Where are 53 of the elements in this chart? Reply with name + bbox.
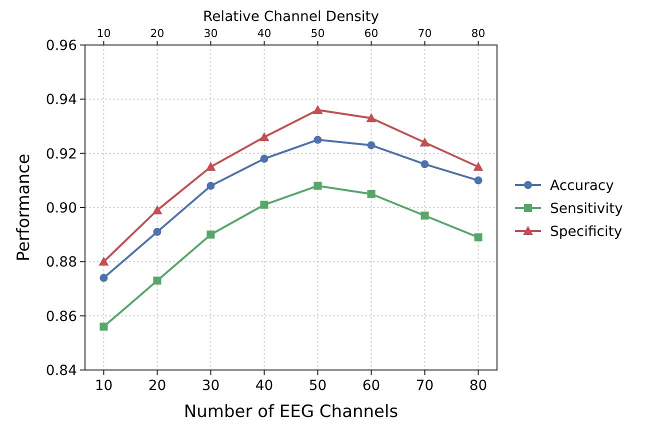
point — [206, 182, 215, 190]
point — [367, 190, 376, 198]
y-tick-label: 0.86 — [46, 308, 78, 325]
x2-tick-label: 10 — [94, 378, 113, 394]
y-tick-label: 0.96 — [46, 38, 78, 54]
x-axis-title: Number of EEG Channels — [184, 402, 398, 422]
x-tick-label: 80 — [471, 27, 486, 40]
y-tick-label: 0.90 — [46, 200, 77, 216]
x2-tick-label: 50 — [308, 378, 327, 394]
y-tick-label: 0.92 — [46, 146, 77, 162]
point — [474, 233, 482, 242]
x-tick-label: 50 — [310, 27, 325, 40]
x2-axis-title: Relative Channel Density — [202, 9, 380, 25]
point — [420, 138, 430, 146]
x2-tick-label: 30 — [202, 378, 220, 394]
x-tick-label: 10 — [96, 27, 111, 40]
point — [314, 136, 322, 144]
point — [153, 276, 162, 285]
x-tick-label: 60 — [364, 27, 378, 40]
x-tick-label: 70 — [418, 27, 432, 40]
point — [366, 113, 376, 122]
y-tick-label: 0.88 — [46, 254, 77, 271]
point — [100, 322, 108, 331]
x2-tick-label: 60 — [362, 378, 380, 394]
y-tick-label: 0.84 — [46, 363, 78, 379]
point — [98, 256, 109, 266]
point — [259, 132, 270, 142]
legend-label: Sensitivity — [550, 201, 623, 217]
point — [312, 105, 323, 114]
point — [420, 212, 429, 220]
point — [367, 141, 376, 150]
x-tick-label: 40 — [257, 27, 272, 40]
x2-tick-label: 70 — [416, 378, 434, 394]
y-axis-title: Performance — [14, 154, 34, 262]
point — [473, 162, 484, 171]
x-tick-label: 30 — [204, 27, 218, 40]
point — [153, 228, 162, 236]
legend-label: Accuracy — [550, 178, 614, 194]
point — [100, 274, 108, 282]
point — [260, 200, 268, 209]
point — [206, 162, 216, 171]
point — [260, 154, 268, 163]
x2-tick-label: 20 — [148, 378, 166, 394]
x2-tick-label: 80 — [469, 378, 488, 394]
point — [152, 205, 162, 214]
x2-tick-label: 40 — [255, 378, 274, 394]
x-tick-label: 20 — [150, 27, 164, 40]
point — [314, 182, 322, 190]
legend-label: Specificity — [550, 224, 622, 240]
point — [474, 176, 482, 184]
y-tick-label: 0.94 — [46, 92, 78, 108]
point — [206, 230, 215, 239]
point — [420, 160, 429, 168]
